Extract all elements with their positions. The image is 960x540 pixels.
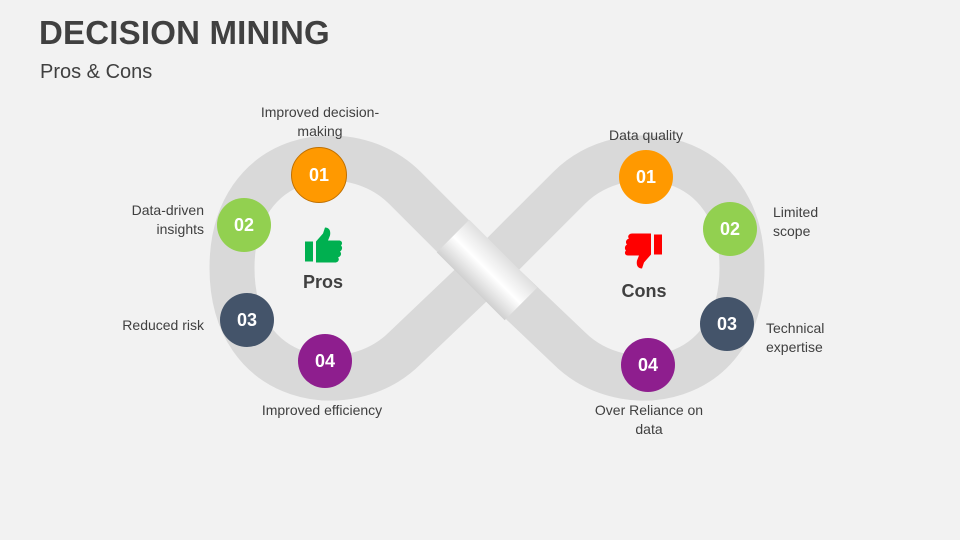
pros-item-04-label: Improved efficiency — [261, 402, 383, 418]
label-line: Over Reliance on — [594, 402, 704, 418]
cons-item-02-label: Limited scope — [773, 203, 818, 241]
pros-badge-03: 03 — [220, 293, 274, 347]
label-line: Limited — [773, 204, 819, 220]
infinity-crossing — [436, 219, 538, 321]
page-title: DECISION MINING — [39, 14, 330, 51]
cons-label: Cons — [621, 281, 667, 301]
pros-item-01-label: Improved decision-making — [261, 103, 379, 141]
label-line: Technical — [766, 320, 825, 336]
cons-badge-01: 01 — [619, 150, 673, 204]
label-line: making — [297, 123, 343, 139]
cons-item-01-label: Data quality — [609, 127, 683, 143]
label-line: expertise — [766, 339, 823, 355]
thumbs-down-icon — [624, 233, 664, 274]
infinity-band-right — [464, 135, 765, 401]
label-line: Data-driven — [131, 202, 204, 218]
label-line: data — [635, 421, 663, 437]
pros-label: Pros — [302, 272, 344, 292]
pros-badge-04: 04 — [298, 334, 352, 388]
label-line: insights — [156, 221, 204, 237]
pros-badge-02: 02 — [217, 198, 271, 252]
page-subtitle: Pros & Cons — [40, 61, 153, 83]
label-line: scope — [773, 223, 811, 239]
cons-item-03-label: Technical expertise — [766, 319, 824, 357]
label-line: Improved decision- — [260, 104, 380, 120]
pros-item-02-label: Data-driven insights — [132, 201, 204, 239]
cons-badge-02: 02 — [703, 202, 757, 256]
pros-item-03-label: Reduced risk — [122, 317, 204, 333]
cons-badge-03: 03 — [700, 297, 754, 351]
thumbs-up-icon — [303, 227, 343, 269]
infinity-band-left — [209, 135, 510, 401]
cons-item-04-label: Over Reliance on data — [595, 401, 703, 439]
pros-badge-01: 01 — [291, 147, 347, 203]
cons-badge-04: 04 — [621, 338, 675, 392]
